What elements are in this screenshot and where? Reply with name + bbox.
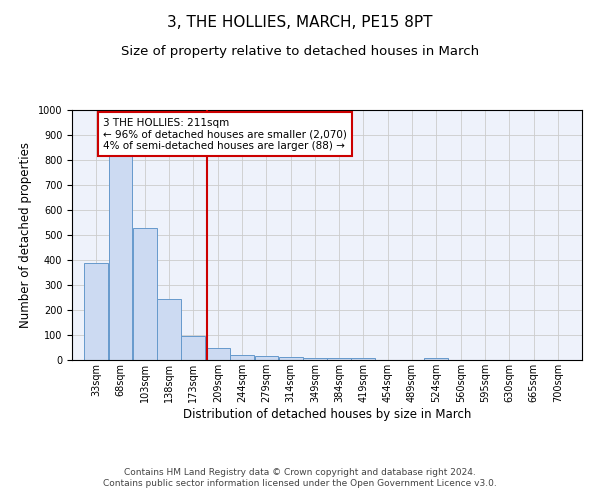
Bar [133,228,157,360]
Bar [84,262,108,360]
Text: 3 THE HOLLIES: 211sqm
← 96% of detached houses are smaller (2,070)
4% of semi-de: 3 THE HOLLIES: 211sqm ← 96% of detached … [103,118,347,150]
Bar [327,358,351,360]
Bar [230,355,254,360]
X-axis label: Distribution of detached houses by size in March: Distribution of detached houses by size … [183,408,471,420]
Bar [109,152,133,360]
Bar [352,358,375,360]
Text: Size of property relative to detached houses in March: Size of property relative to detached ho… [121,45,479,58]
Text: Contains HM Land Registry data © Crown copyright and database right 2024.
Contai: Contains HM Land Registry data © Crown c… [103,468,497,487]
Bar [303,358,327,360]
Bar [181,336,205,360]
Bar [157,298,181,360]
Bar [279,357,302,360]
Bar [206,348,230,360]
Text: 3, THE HOLLIES, MARCH, PE15 8PT: 3, THE HOLLIES, MARCH, PE15 8PT [167,15,433,30]
Bar [424,358,448,360]
Y-axis label: Number of detached properties: Number of detached properties [19,142,32,328]
Bar [254,356,278,360]
